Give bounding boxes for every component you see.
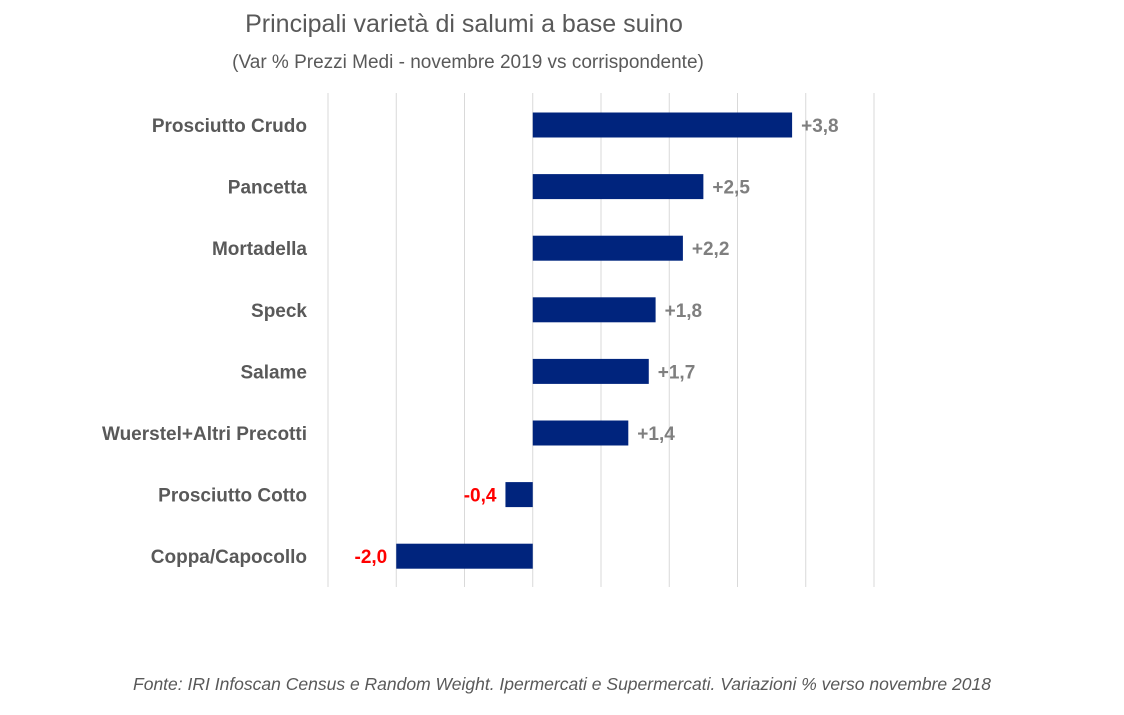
data-label: +1,8	[665, 301, 703, 322]
data-label: +2,2	[692, 239, 730, 260]
bar	[532, 420, 629, 446]
data-label: +1,7	[658, 362, 696, 383]
bar	[532, 174, 704, 200]
grid-lines	[327, 93, 875, 587]
category-label: Wuerstel+Altri Precotti	[102, 424, 307, 445]
chart-title: Principali varietà di salumi a base suin…	[245, 10, 683, 38]
bar	[396, 543, 533, 569]
chart-subtitle: (Var % Prezzi Medi - novembre 2019 vs co…	[232, 52, 704, 73]
value-labels: +3,8 +2,5 +2,2 +1,8 +1,7 +1,4 -0,4 -2,0	[355, 116, 839, 568]
category-label: Speck	[251, 301, 307, 322]
category-label: Salame	[240, 362, 307, 383]
bar	[532, 358, 649, 384]
bar	[532, 112, 793, 138]
bar	[532, 235, 683, 261]
category-label: Mortadella	[212, 239, 307, 260]
data-label: -2,0	[355, 547, 388, 568]
category-label: Prosciutto Cotto	[158, 486, 307, 507]
category-label: Prosciutto Crudo	[152, 116, 307, 137]
category-label: Coppa/Capocollo	[151, 547, 307, 568]
source-footnote: Fonte: IRI Infoscan Census e Random Weig…	[133, 674, 991, 694]
data-label: +1,4	[637, 424, 675, 445]
data-label: +2,5	[712, 178, 750, 199]
bar	[532, 297, 656, 323]
bars	[396, 112, 793, 569]
bar	[505, 482, 533, 508]
data-label: -0,4	[464, 486, 497, 507]
category-label: Pancetta	[228, 178, 308, 199]
data-label: +3,8	[801, 116, 839, 137]
category-labels: Prosciutto Crudo Pancetta Mortadella Speck S…	[102, 116, 307, 568]
